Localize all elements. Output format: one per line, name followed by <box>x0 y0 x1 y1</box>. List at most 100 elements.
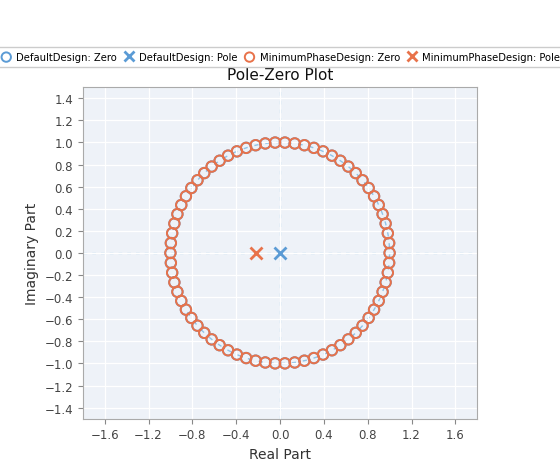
MinimumPhaseDesign: Zero: (-1, -1.22e-16): Zero: (-1, -1.22e-16) <box>166 249 175 257</box>
DefaultDesign: Zero: (-0.809, 0.588): Zero: (-0.809, 0.588) <box>187 185 196 192</box>
X-axis label: Real Part: Real Part <box>249 447 311 461</box>
MinimumPhaseDesign: Zero: (-0.623, -0.782): Zero: (-0.623, -0.782) <box>207 336 216 344</box>
DefaultDesign: Zero: (-0.901, -0.434): Zero: (-0.901, -0.434) <box>177 298 186 305</box>
MinimumPhaseDesign: Zero: (0.309, 0.951): Zero: (0.309, 0.951) <box>309 145 318 152</box>
DefaultDesign: Zero: (-0.0449, -0.999): Zero: (-0.0449, -0.999) <box>270 360 279 367</box>
MinimumPhaseDesign: Zero: (0.474, -0.881): Zero: (0.474, -0.881) <box>328 347 337 354</box>
DefaultDesign: Zero: (0.474, -0.881): Zero: (0.474, -0.881) <box>328 347 337 354</box>
MinimumPhaseDesign: Zero: (0.809, 0.588): Zero: (0.809, 0.588) <box>364 185 373 192</box>
MinimumPhaseDesign: Zero: (0.134, 0.991): Zero: (0.134, 0.991) <box>290 140 299 148</box>
DefaultDesign: Zero: (-0.393, -0.92): Zero: (-0.393, -0.92) <box>232 351 241 358</box>
MinimumPhaseDesign: Zero: (-0.223, -0.975): Zero: (-0.223, -0.975) <box>251 357 260 365</box>
MinimumPhaseDesign: Zero: (0.0449, 0.999): Zero: (0.0449, 0.999) <box>281 139 290 147</box>
DefaultDesign: Zero: (0.996, -0.0896): Zero: (0.996, -0.0896) <box>385 259 394 267</box>
Legend: DefaultDesign: Zero, DefaultDesign: Pole, MinimumPhaseDesign: Zero, MinimumPhase: DefaultDesign: Zero, DefaultDesign: Pole… <box>0 49 560 68</box>
DefaultDesign: Zero: (0.223, 0.975): Zero: (0.223, 0.975) <box>300 142 309 150</box>
MinimumPhaseDesign: Zero: (-0.309, -0.951): Zero: (-0.309, -0.951) <box>242 355 251 362</box>
MinimumPhaseDesign: Zero: (0.996, -0.0896): Zero: (0.996, -0.0896) <box>385 259 394 267</box>
DefaultDesign: Zero: (-0.474, -0.881): Zero: (-0.474, -0.881) <box>223 347 232 354</box>
DefaultDesign: Zero: (0.551, -0.835): Zero: (0.551, -0.835) <box>336 342 345 349</box>
MinimumPhaseDesign: Zero: (1, 0): Zero: (1, 0) <box>385 249 394 257</box>
DefaultDesign: Zero: (0.223, -0.975): Zero: (0.223, -0.975) <box>300 357 309 365</box>
DefaultDesign: Zero: (-0.691, -0.723): Zero: (-0.691, -0.723) <box>200 329 209 337</box>
MinimumPhaseDesign: Zero: (0.393, 0.92): Zero: (0.393, 0.92) <box>319 148 328 156</box>
MinimumPhaseDesign: Zero: (0.0449, -0.999): Zero: (0.0449, -0.999) <box>281 360 290 367</box>
MinimumPhaseDesign: Zero: (0.858, 0.513): Zero: (0.858, 0.513) <box>370 193 379 201</box>
MinimumPhaseDesign: Zero: (0.691, 0.723): Zero: (0.691, 0.723) <box>351 170 360 178</box>
DefaultDesign: Zero: (0.0449, -0.999): Zero: (0.0449, -0.999) <box>281 360 290 367</box>
DefaultDesign: Zero: (0.0449, 0.999): Zero: (0.0449, 0.999) <box>281 139 290 147</box>
MinimumPhaseDesign: Zero: (-0.753, 0.658): Zero: (-0.753, 0.658) <box>193 177 202 185</box>
MinimumPhaseDesign: Zero: (-0.474, -0.881): Zero: (-0.474, -0.881) <box>223 347 232 354</box>
DefaultDesign: Zero: (-0.134, 0.991): Zero: (-0.134, 0.991) <box>261 140 270 148</box>
Y-axis label: Imaginary Part: Imaginary Part <box>25 202 39 305</box>
DefaultDesign: Zero: (0.964, 0.266): Zero: (0.964, 0.266) <box>381 220 390 228</box>
DefaultDesign: Zero: (0.753, 0.658): Zero: (0.753, 0.658) <box>358 177 367 185</box>
MinimumPhaseDesign: Zero: (-0.474, 0.881): Zero: (-0.474, 0.881) <box>223 152 232 160</box>
DefaultDesign: Zero: (-0.753, -0.658): Zero: (-0.753, -0.658) <box>193 322 202 330</box>
DefaultDesign: Zero: (0.551, 0.835): Zero: (0.551, 0.835) <box>336 158 345 165</box>
DefaultDesign: Zero: (0.134, -0.991): Zero: (0.134, -0.991) <box>290 359 299 367</box>
MinimumPhaseDesign: Zero: (-0.964, -0.266): Zero: (-0.964, -0.266) <box>170 279 179 287</box>
DefaultDesign: Zero: (-1, -1.22e-16): Zero: (-1, -1.22e-16) <box>166 249 175 257</box>
MinimumPhaseDesign: Zero: (0.551, 0.835): Zero: (0.551, 0.835) <box>336 158 345 165</box>
DefaultDesign: Zero: (-0.858, -0.513): Zero: (-0.858, -0.513) <box>181 306 190 314</box>
MinimumPhaseDesign: Zero: (-0.809, -0.588): Zero: (-0.809, -0.588) <box>187 315 196 322</box>
DefaultDesign: Zero: (-0.936, -0.351): Zero: (-0.936, -0.351) <box>173 288 182 296</box>
DefaultDesign: Zero: (0.309, -0.951): Zero: (0.309, -0.951) <box>309 355 318 362</box>
DefaultDesign: Zero: (-0.551, 0.835): Zero: (-0.551, 0.835) <box>215 158 224 165</box>
DefaultDesign: Zero: (0.134, 0.991): Zero: (0.134, 0.991) <box>290 140 299 148</box>
MinimumPhaseDesign: Zero: (-0.393, -0.92): Zero: (-0.393, -0.92) <box>232 351 241 358</box>
MinimumPhaseDesign: Zero: (0.691, -0.723): Zero: (0.691, -0.723) <box>351 329 360 337</box>
MinimumPhaseDesign: Zero: (-0.984, 0.179): Zero: (-0.984, 0.179) <box>167 230 176 238</box>
MinimumPhaseDesign: Zero: (0.964, -0.266): Zero: (0.964, -0.266) <box>381 279 390 287</box>
MinimumPhaseDesign: Zero: (-0.753, -0.658): Zero: (-0.753, -0.658) <box>193 322 202 330</box>
DefaultDesign: Zero: (-0.223, 0.975): Zero: (-0.223, 0.975) <box>251 142 260 150</box>
DefaultDesign: Zero: (0.809, -0.588): Zero: (0.809, -0.588) <box>364 315 373 322</box>
Title: Pole-Zero Plot: Pole-Zero Plot <box>227 68 333 83</box>
MinimumPhaseDesign: Zero: (-0.0449, -0.999): Zero: (-0.0449, -0.999) <box>270 360 279 367</box>
MinimumPhaseDesign: Zero: (0.223, -0.975): Zero: (0.223, -0.975) <box>300 357 309 365</box>
MinimumPhaseDesign: Zero: (-0.809, 0.588): Zero: (-0.809, 0.588) <box>187 185 196 192</box>
MinimumPhaseDesign: Zero: (-0.134, 0.991): Zero: (-0.134, 0.991) <box>261 140 270 148</box>
MinimumPhaseDesign: Zero: (0.964, 0.266): Zero: (0.964, 0.266) <box>381 220 390 228</box>
MinimumPhaseDesign: Zero: (-0.996, 0.0896): Zero: (-0.996, 0.0896) <box>166 240 175 248</box>
MinimumPhaseDesign: Zero: (-0.858, 0.513): Zero: (-0.858, 0.513) <box>181 193 190 201</box>
MinimumPhaseDesign: Zero: (0.223, 0.975): Zero: (0.223, 0.975) <box>300 142 309 150</box>
MinimumPhaseDesign: Zero: (-0.623, 0.782): Zero: (-0.623, 0.782) <box>207 163 216 171</box>
MinimumPhaseDesign: Zero: (0.309, -0.951): Zero: (0.309, -0.951) <box>309 355 318 362</box>
MinimumPhaseDesign: Zero: (0.901, -0.434): Zero: (0.901, -0.434) <box>374 298 383 305</box>
MinimumPhaseDesign: Zero: (-0.691, -0.723): Zero: (-0.691, -0.723) <box>200 329 209 337</box>
DefaultDesign: Zero: (-0.901, 0.434): Zero: (-0.901, 0.434) <box>177 202 186 209</box>
DefaultDesign: Zero: (0.964, -0.266): Zero: (0.964, -0.266) <box>381 279 390 287</box>
DefaultDesign: Zero: (0.858, 0.513): Zero: (0.858, 0.513) <box>370 193 379 201</box>
MinimumPhaseDesign: Zero: (-0.551, -0.835): Zero: (-0.551, -0.835) <box>215 342 224 349</box>
DefaultDesign: Zero: (0.901, -0.434): Zero: (0.901, -0.434) <box>374 298 383 305</box>
DefaultDesign: Zero: (-0.984, 0.179): Zero: (-0.984, 0.179) <box>167 230 176 238</box>
DefaultDesign: Zero: (-0.474, 0.881): Zero: (-0.474, 0.881) <box>223 152 232 160</box>
MinimumPhaseDesign: Zero: (-0.936, 0.351): Zero: (-0.936, 0.351) <box>173 211 182 218</box>
MinimumPhaseDesign: Zero: (0.623, -0.782): Zero: (0.623, -0.782) <box>344 336 353 344</box>
MinimumPhaseDesign: Zero: (0.134, -0.991): Zero: (0.134, -0.991) <box>290 359 299 367</box>
DefaultDesign: Zero: (1, 0): Zero: (1, 0) <box>385 249 394 257</box>
MinimumPhaseDesign: Zero: (-0.901, 0.434): Zero: (-0.901, 0.434) <box>177 202 186 209</box>
MinimumPhaseDesign: Zero: (-0.996, -0.0896): Zero: (-0.996, -0.0896) <box>166 259 175 267</box>
DefaultDesign: Zero: (-0.623, -0.782): Zero: (-0.623, -0.782) <box>207 336 216 344</box>
DefaultDesign: Zero: (0.936, 0.351): Zero: (0.936, 0.351) <box>378 211 387 218</box>
DefaultDesign: Zero: (0.623, 0.782): Zero: (0.623, 0.782) <box>344 163 353 171</box>
MinimumPhaseDesign: Zero: (-0.223, 0.975): Zero: (-0.223, 0.975) <box>251 142 260 150</box>
DefaultDesign: Zero: (-0.134, -0.991): Zero: (-0.134, -0.991) <box>261 359 270 367</box>
MinimumPhaseDesign: Zero: (-0.691, 0.723): Zero: (-0.691, 0.723) <box>200 170 209 178</box>
MinimumPhaseDesign: Zero: (-0.936, -0.351): Zero: (-0.936, -0.351) <box>173 288 182 296</box>
MinimumPhaseDesign: Zero: (-0.134, -0.991): Zero: (-0.134, -0.991) <box>261 359 270 367</box>
DefaultDesign: Zero: (0.691, -0.723): Zero: (0.691, -0.723) <box>351 329 360 337</box>
DefaultDesign: Zero: (-0.858, 0.513): Zero: (-0.858, 0.513) <box>181 193 190 201</box>
DefaultDesign: Zero: (0.936, -0.351): Zero: (0.936, -0.351) <box>378 288 387 296</box>
MinimumPhaseDesign: Zero: (0.936, -0.351): Zero: (0.936, -0.351) <box>378 288 387 296</box>
DefaultDesign: Zero: (0.858, -0.513): Zero: (0.858, -0.513) <box>370 306 379 314</box>
DefaultDesign: Zero: (-0.996, 0.0896): Zero: (-0.996, 0.0896) <box>166 240 175 248</box>
MinimumPhaseDesign: Zero: (0.551, -0.835): Zero: (0.551, -0.835) <box>336 342 345 349</box>
DefaultDesign: Zero: (-0.964, -0.266): Zero: (-0.964, -0.266) <box>170 279 179 287</box>
DefaultDesign: Zero: (-0.753, 0.658): Zero: (-0.753, 0.658) <box>193 177 202 185</box>
MinimumPhaseDesign: Zero: (0.623, 0.782): Zero: (0.623, 0.782) <box>344 163 353 171</box>
